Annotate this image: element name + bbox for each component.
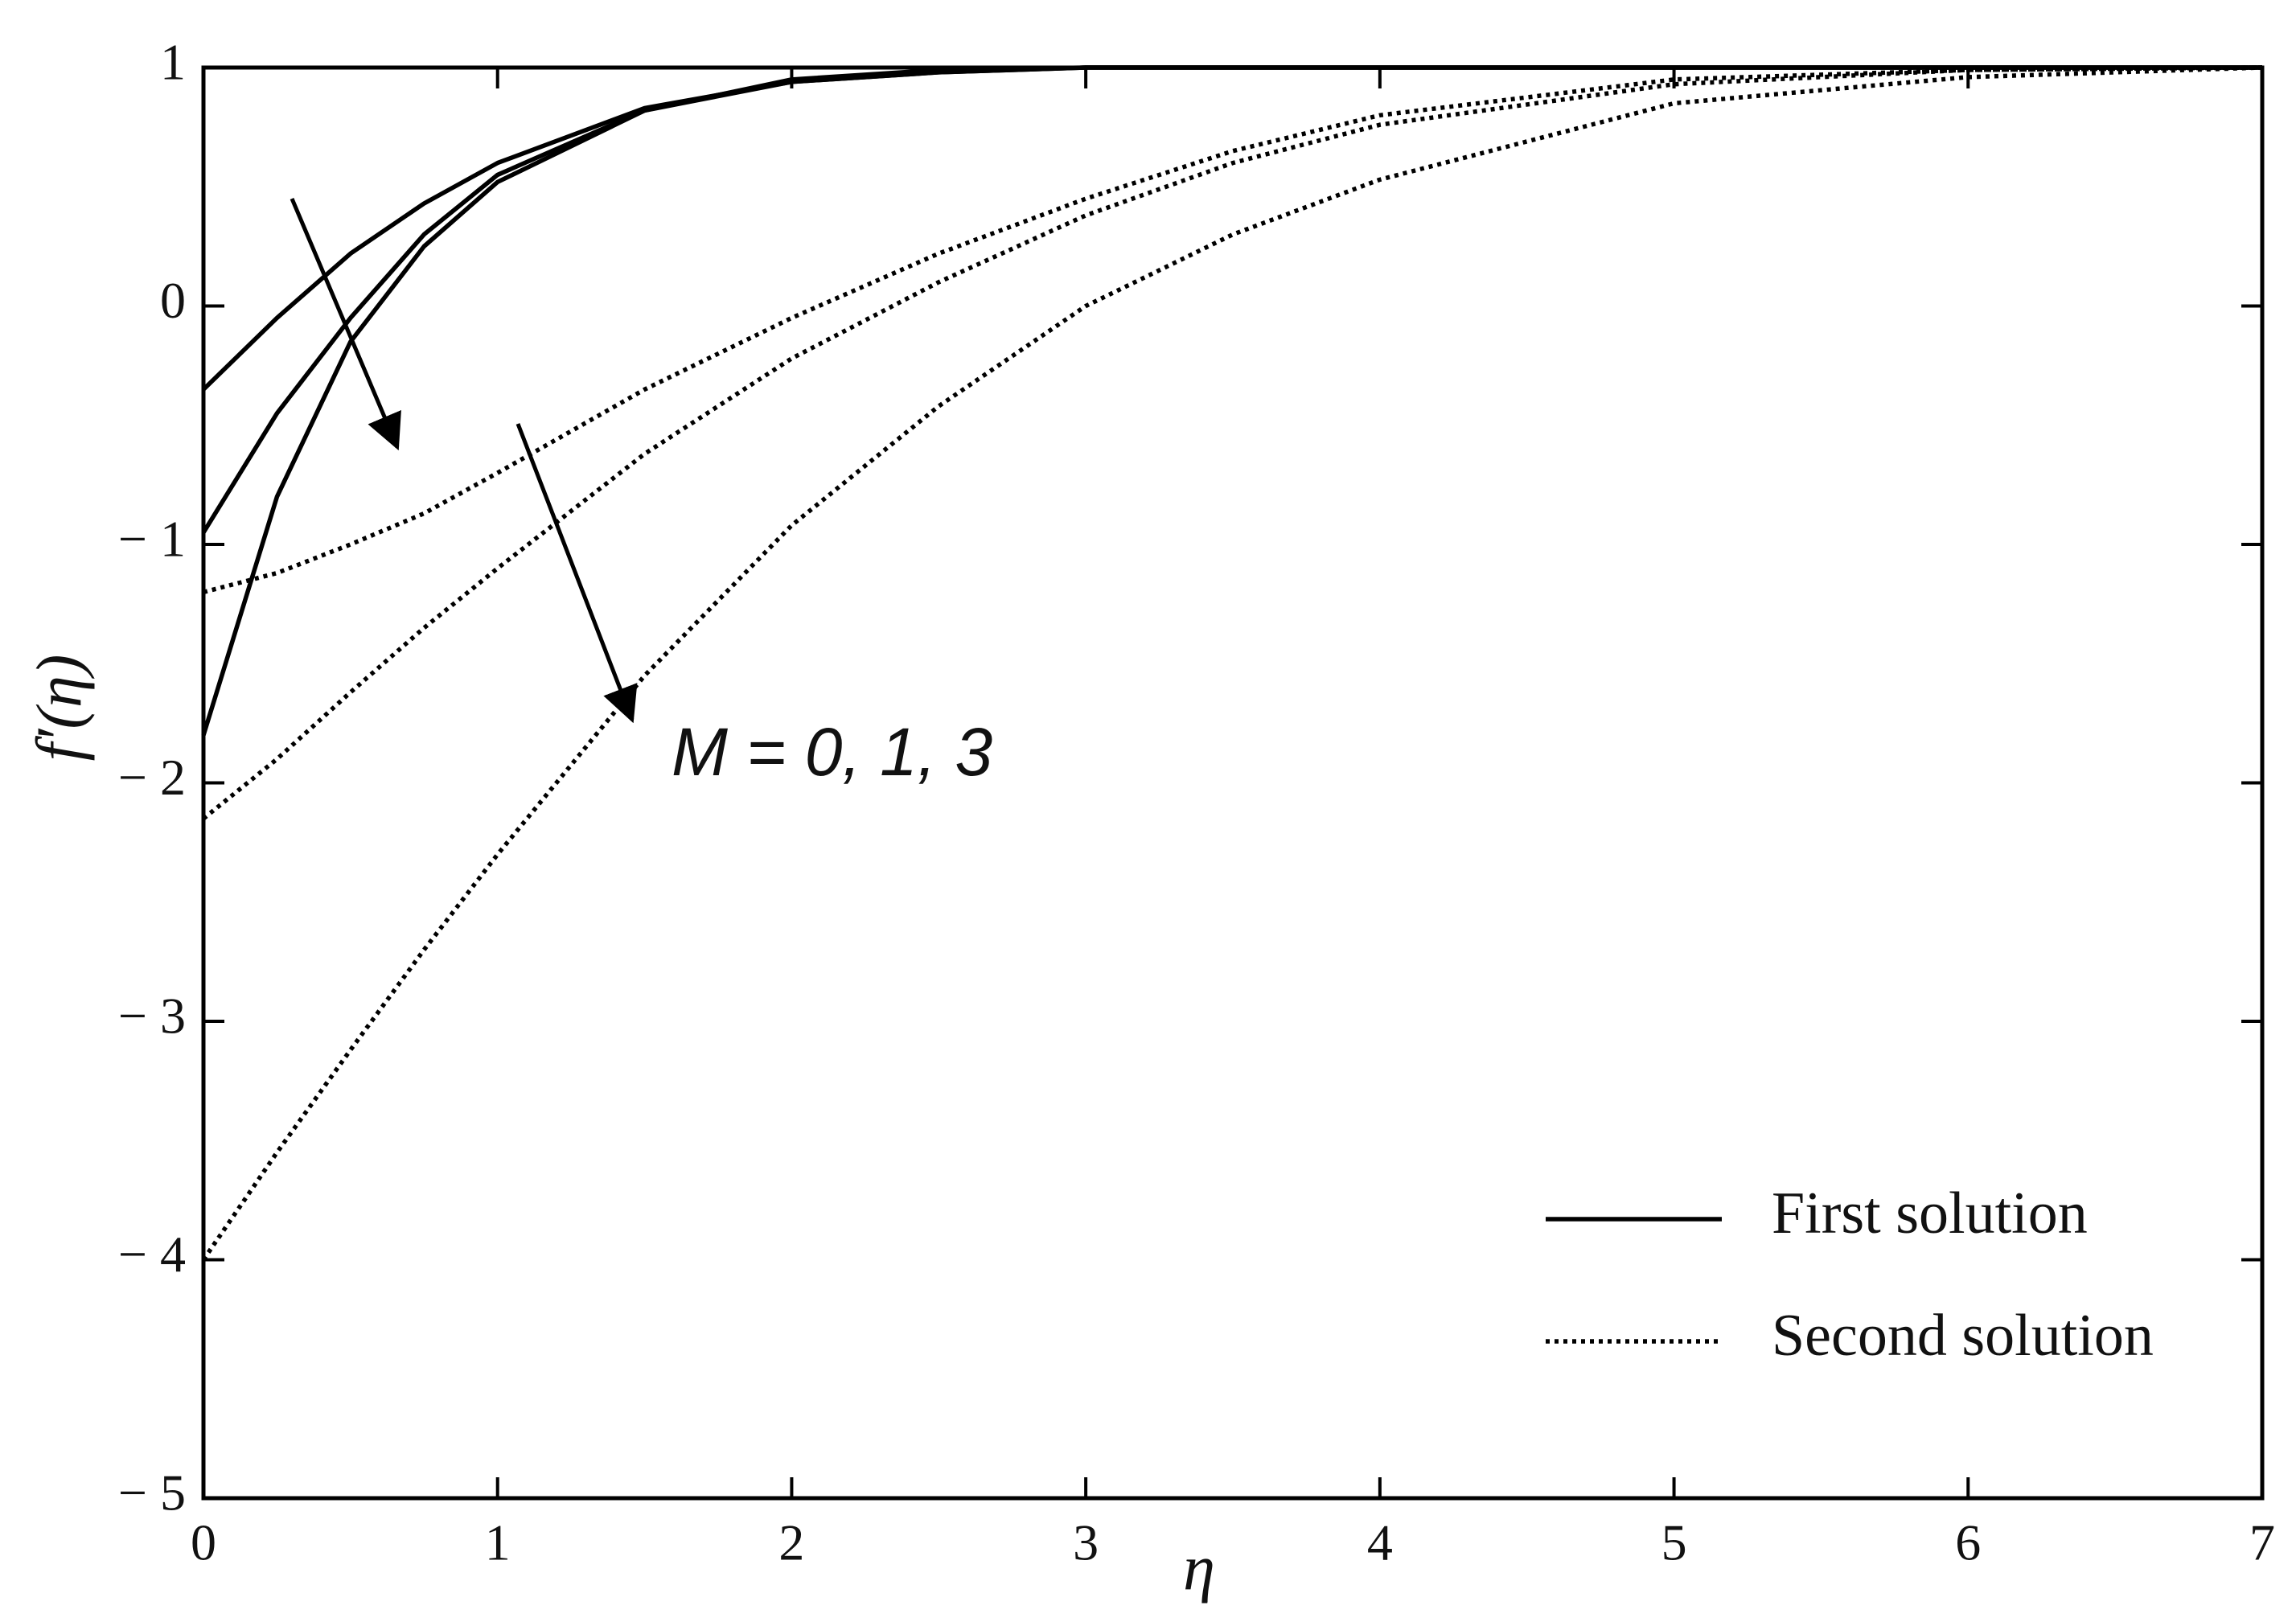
x-tick-label: 6 [1955, 1514, 1981, 1571]
arrow [515, 423, 638, 724]
y-axis-label: f′(η) [24, 655, 95, 762]
legend-label: First solution [1772, 1181, 2088, 1246]
annotation: M = 0, 1, 3 [672, 714, 992, 790]
y-tick-label: − 4 [118, 1226, 186, 1283]
y-tick-label: − 3 [118, 988, 186, 1045]
x-tick-label: 5 [1661, 1514, 1687, 1571]
x-tick-label: 1 [485, 1514, 511, 1571]
x-tick-label: 4 [1367, 1514, 1393, 1571]
y-tick-label: 1 [160, 34, 186, 91]
data-line [203, 65, 2263, 594]
data-line [201, 65, 2262, 737]
y-tick-label: − 1 [118, 511, 186, 568]
y-tick-label: − 2 [118, 749, 186, 806]
y-tick-label: 0 [160, 272, 186, 329]
x-axis-label: η [1183, 1533, 1215, 1604]
x-tick-label: 3 [1073, 1514, 1099, 1571]
x-tick-label: 7 [2249, 1514, 2275, 1571]
x-tick-label: 0 [191, 1514, 216, 1571]
data-line [201, 65, 2263, 1262]
y-tick-label: − 5 [118, 1464, 186, 1521]
legend-label: Second solution [1772, 1303, 2154, 1369]
data-line [202, 65, 2263, 821]
x-tick-label: 2 [778, 1514, 804, 1571]
